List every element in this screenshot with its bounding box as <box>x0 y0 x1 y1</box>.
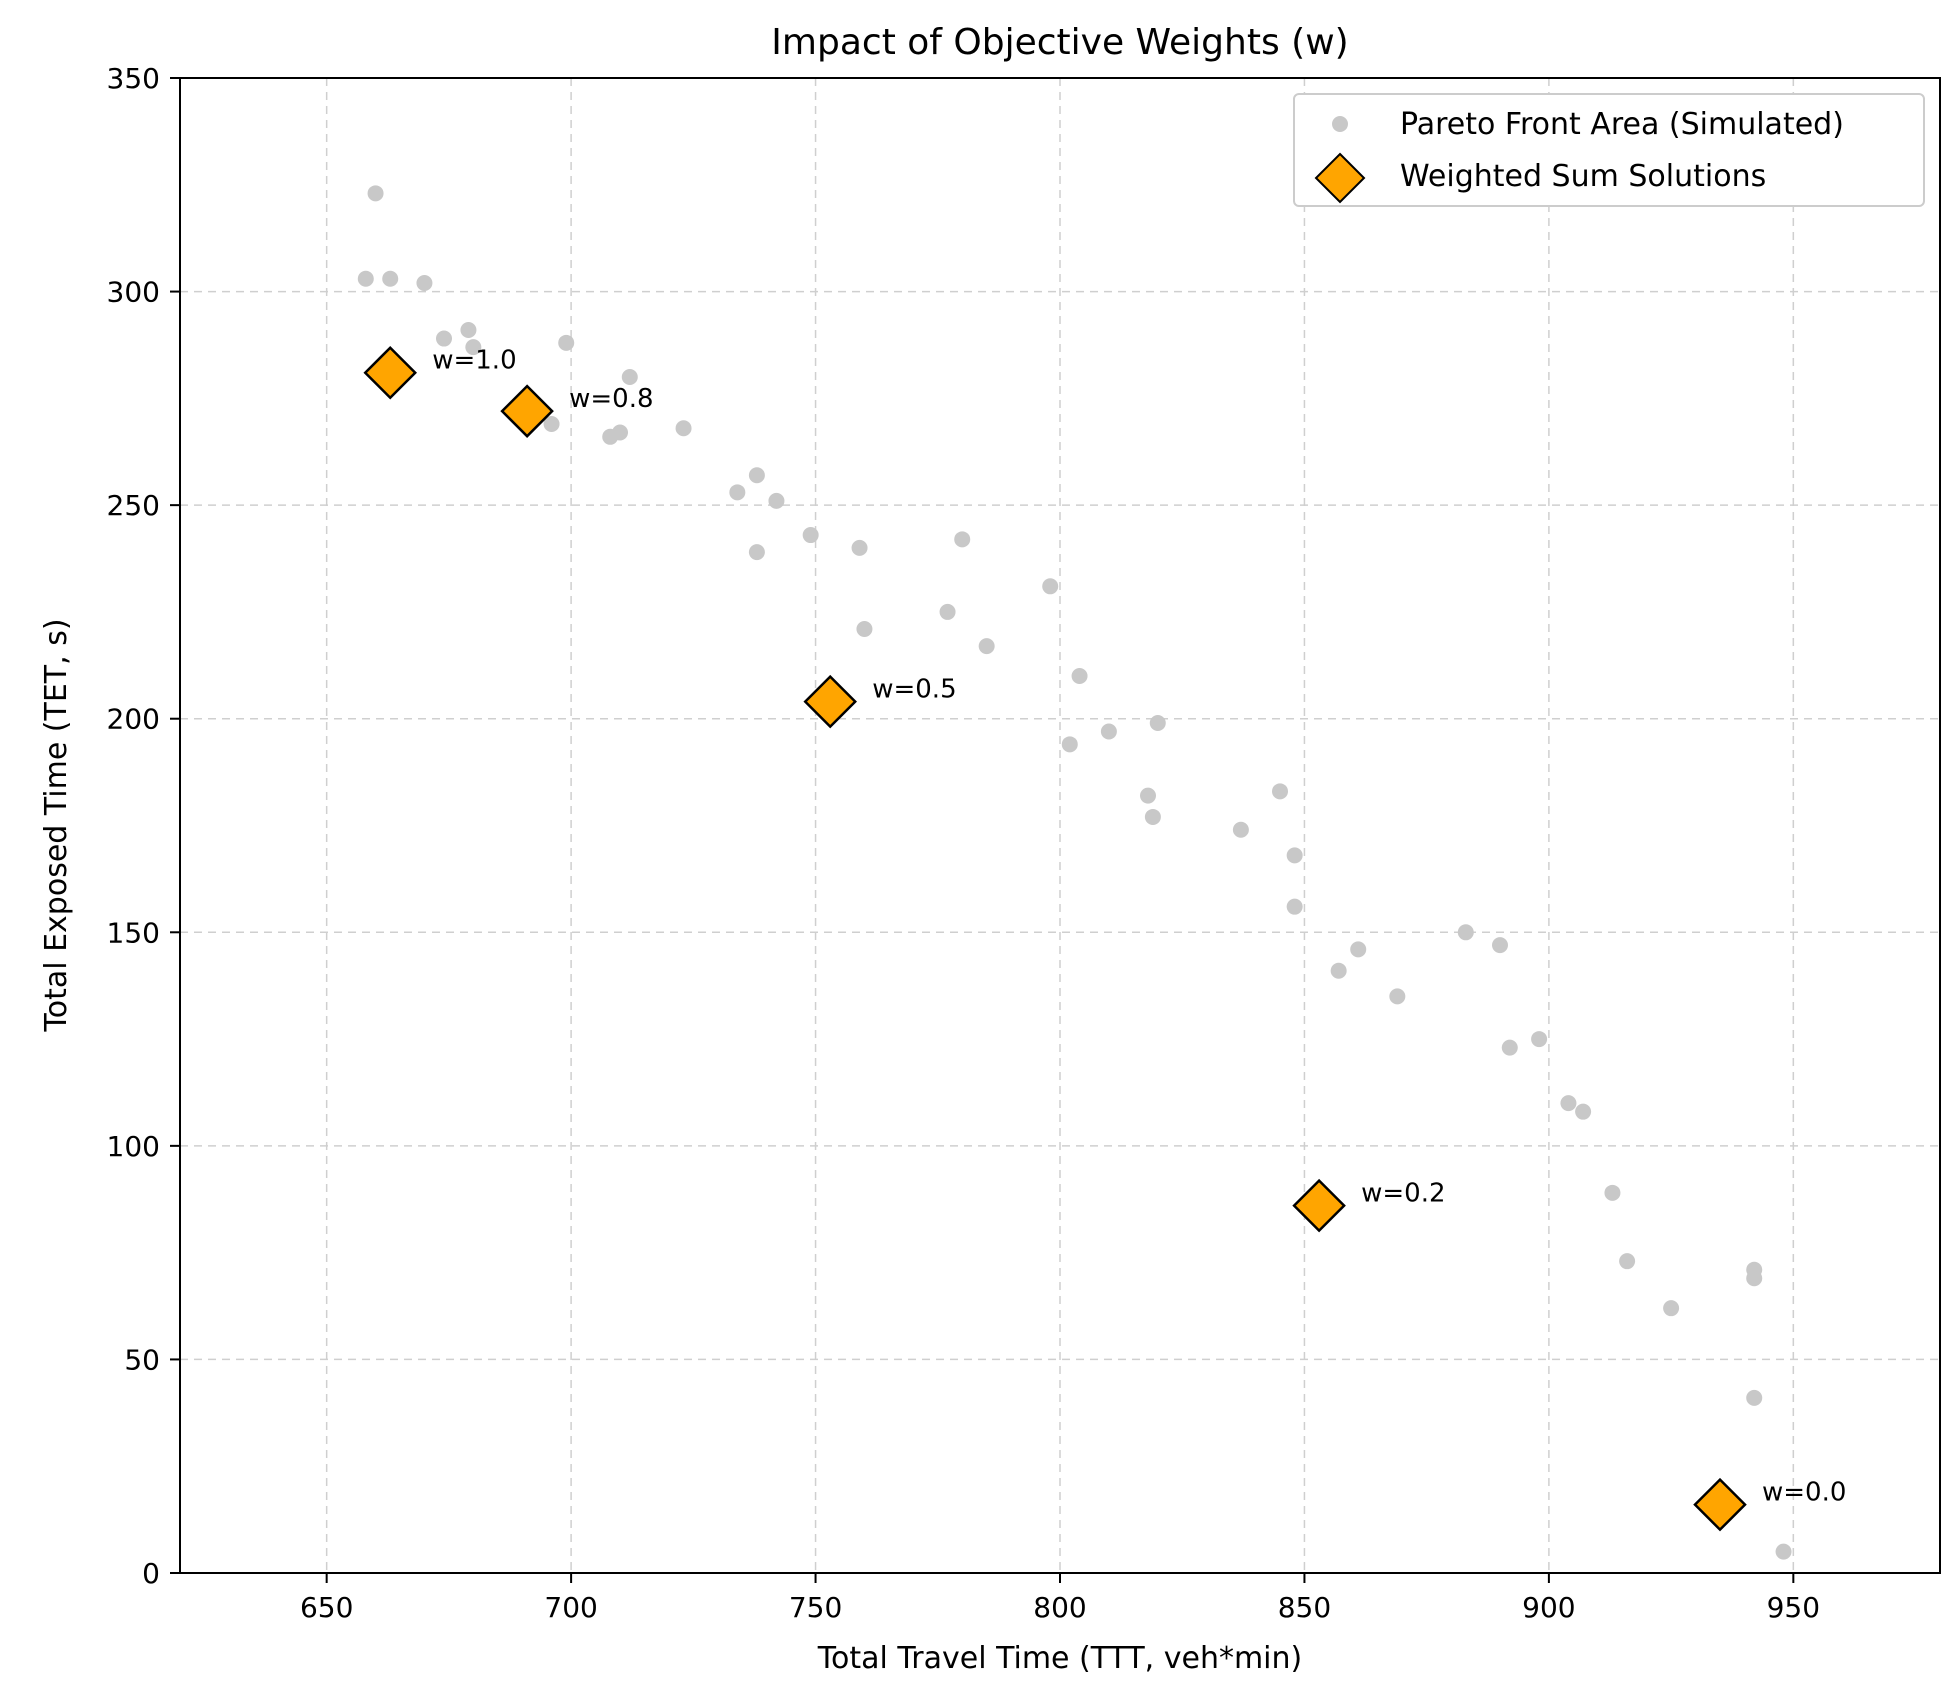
pareto-point <box>748 467 765 484</box>
y-tick-label: 150 <box>107 916 160 949</box>
pareto-point <box>1604 1184 1621 1201</box>
pareto-point <box>1042 578 1059 595</box>
pareto-point <box>954 531 971 548</box>
y-tick-label: 200 <box>107 703 160 736</box>
pareto-point <box>543 415 560 432</box>
x-axis-label: Total Travel Time (TTT, veh*min) <box>817 1641 1302 1676</box>
pareto-point <box>1149 714 1166 731</box>
pareto-point <box>802 527 819 544</box>
pareto-point <box>1286 898 1303 915</box>
weighted-sum-point <box>500 384 554 438</box>
weighted-point-label: w=0.8 <box>569 384 653 414</box>
weighted-point-label: w=0.2 <box>1361 1179 1445 1209</box>
pareto-point <box>367 185 384 202</box>
pareto-point <box>1531 1031 1548 1048</box>
x-tick-label: 900 <box>1522 1591 1575 1624</box>
pareto-point <box>978 638 995 655</box>
pareto-point <box>851 539 868 556</box>
pareto-point <box>612 424 628 441</box>
x-tick-label: 650 <box>300 1591 353 1624</box>
pareto-point <box>1350 941 1367 958</box>
y-tick-label: 300 <box>107 276 160 309</box>
pareto-point <box>357 270 374 287</box>
weighted-sum-point <box>803 674 857 729</box>
pareto-point <box>621 369 638 385</box>
pareto-point <box>675 420 692 437</box>
pareto-point <box>729 484 746 501</box>
data-points: w=1.0 w=0.8 w=0.5 w=0.2 w=0.0 <box>357 185 1846 1560</box>
x-tick-label: 850 <box>1278 1591 1331 1624</box>
pareto-point <box>939 603 956 620</box>
y-tick-label: 50 <box>124 1343 160 1376</box>
pareto-point <box>1501 1039 1518 1056</box>
legend-weighted-label: Weighted Sum Solutions <box>1400 159 1766 194</box>
weighted-sum-point <box>1292 1178 1346 1233</box>
pareto-point <box>1575 1103 1592 1120</box>
pareto-point <box>768 492 785 509</box>
axis-ticks: 650 700 750 800 850 900 950 0 50 100 150 200 250 300 3… <box>107 62 1821 1624</box>
pareto-point <box>1619 1253 1636 1270</box>
pareto-point <box>436 330 452 347</box>
pareto-point <box>1746 1389 1763 1406</box>
weighted-point-label: w=0.0 <box>1762 1478 1846 1508</box>
y-axis-label: Total Exposed Time (TET, s) <box>39 618 74 1032</box>
pareto-point <box>748 544 765 561</box>
legend: Pareto Front Area (Simulated) Weighted S… <box>1293 93 1925 207</box>
pareto-point <box>1140 787 1156 804</box>
pareto-point <box>1492 937 1508 954</box>
y-tick-label: 350 <box>107 62 160 95</box>
chart-title: Impact of Objective Weights (w) <box>771 22 1348 63</box>
pareto-point <box>460 322 477 339</box>
legend-pareto-marker <box>1332 116 1348 132</box>
x-tick-label: 800 <box>1033 1591 1086 1624</box>
pareto-point <box>1330 962 1347 979</box>
pareto-point <box>1272 783 1288 800</box>
pareto-point <box>1144 808 1161 825</box>
y-tick-label: 250 <box>107 489 160 522</box>
pareto-point <box>1286 847 1303 864</box>
pareto-point <box>1389 988 1406 1005</box>
pareto-point <box>1071 668 1088 684</box>
legend-pareto-label: Pareto Front Area (Simulated) <box>1400 107 1844 142</box>
pareto-point <box>1457 924 1474 941</box>
pareto-point <box>1560 1095 1577 1112</box>
pareto-point <box>465 339 482 356</box>
x-tick-label: 950 <box>1767 1591 1820 1624</box>
grid-lines <box>180 78 1940 1573</box>
pareto-point <box>1061 736 1078 753</box>
pareto-point <box>1100 723 1117 740</box>
weighted-point-label: w=0.5 <box>872 675 956 705</box>
pareto-point <box>1775 1543 1792 1560</box>
pareto-point <box>1232 821 1249 838</box>
pareto-point <box>416 275 433 292</box>
pareto-point <box>856 621 873 638</box>
y-tick-label: 100 <box>107 1130 160 1163</box>
y-tick-label: 0 <box>142 1557 160 1590</box>
weighted-sum-point <box>363 345 417 400</box>
x-tick-label: 700 <box>544 1591 597 1624</box>
weighted-sum-point <box>1693 1477 1747 1532</box>
legend-box <box>1293 93 1925 207</box>
pareto-point <box>1746 1270 1763 1287</box>
legend-weighted-marker <box>1314 152 1366 204</box>
pareto-point <box>1663 1300 1680 1317</box>
weighted-point-label: w=1.0 <box>432 346 516 376</box>
pareto-point <box>558 334 575 351</box>
x-tick-label: 750 <box>789 1591 842 1624</box>
pareto-point <box>382 270 399 287</box>
